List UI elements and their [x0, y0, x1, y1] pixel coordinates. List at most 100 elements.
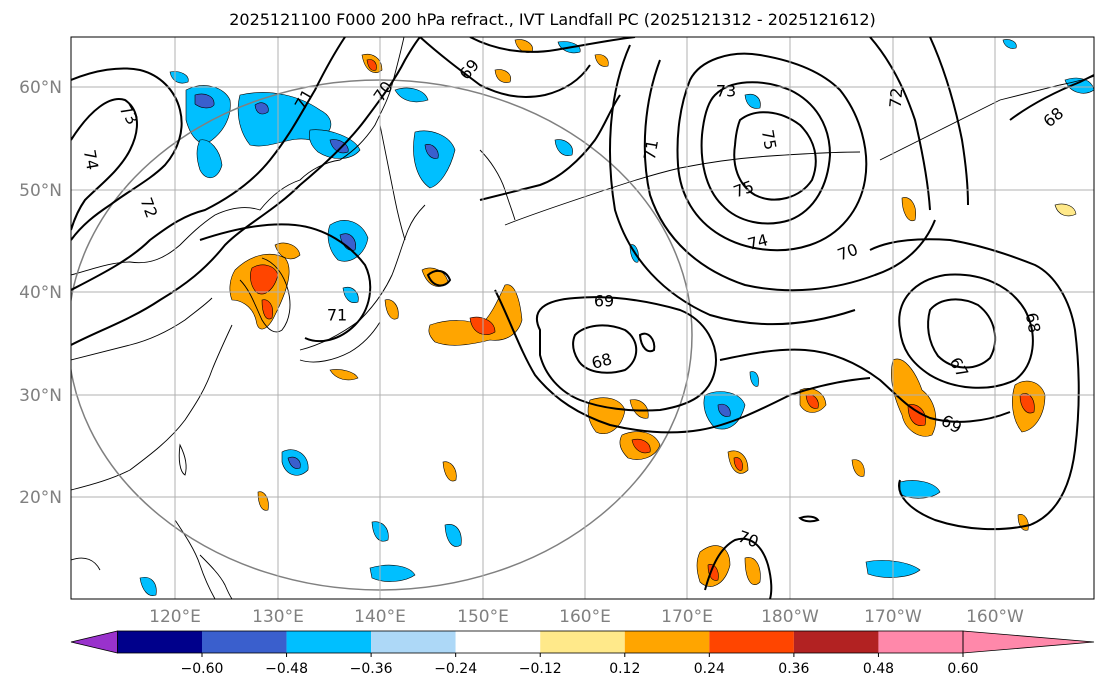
positive-patch — [494, 69, 511, 83]
contour-line — [494, 289, 871, 434]
philippines-coastline — [199, 554, 233, 599]
lon-label-130e: 130°E — [252, 607, 304, 627]
colorbar-tick-label: 0.60 — [947, 661, 978, 677]
map-title: 2025121100 F000 200 hPa refract., IVT La… — [229, 10, 876, 29]
lat-label-20n: 20°N — [19, 488, 62, 508]
contour-line — [719, 348, 1011, 423]
lon-label-180w: 180°W — [761, 607, 819, 627]
contour-line — [869, 37, 931, 211]
contour-line — [572, 324, 638, 374]
asia-coastline — [71, 324, 233, 491]
positive-patch — [329, 369, 359, 381]
contour-label: 74 — [80, 148, 102, 171]
lon-label-140e: 140°E — [354, 607, 406, 627]
japan-coastline — [299, 321, 381, 363]
contour-label: 68 — [1022, 311, 1044, 334]
contour-line — [704, 537, 773, 599]
colorbar-tick-label: −0.24 — [434, 661, 477, 677]
contour-line — [426, 269, 452, 287]
positive-patch — [366, 59, 377, 71]
colorbar-segment — [286, 631, 372, 653]
contour-label: 74 — [745, 230, 770, 254]
colorbar-segment — [624, 631, 710, 653]
contour-line — [479, 94, 621, 201]
lat-label-60n: 60°N — [19, 78, 62, 98]
taiwan-coastline — [178, 443, 187, 476]
negative-patch — [717, 403, 731, 417]
colorbar-tick-label: −0.48 — [265, 661, 308, 677]
colorbar-segment — [371, 631, 456, 653]
lat-label-50n: 50°N — [19, 181, 62, 201]
negative-patch — [413, 130, 456, 189]
contour-line — [676, 52, 868, 252]
contour-line — [469, 37, 636, 53]
contour-line — [869, 238, 1080, 531]
colorbar-segment — [878, 631, 963, 653]
colorbar-extend-low — [70, 630, 118, 654]
positive-patch — [384, 299, 399, 320]
contours — [71, 37, 1094, 599]
contour-label: 73 — [716, 82, 736, 101]
negative-patch — [424, 144, 439, 159]
gridlines — [71, 37, 1094, 599]
colorbar-tick-label: 0.48 — [863, 661, 894, 677]
positive-patch — [594, 54, 609, 67]
positive-patch — [442, 461, 457, 482]
positive-patch — [257, 491, 269, 511]
colorbar-segment — [455, 631, 541, 653]
colorbar-tick-label: −0.36 — [350, 661, 393, 677]
negative-patch — [1064, 77, 1094, 94]
colorbar-tick-label: 0.12 — [609, 661, 640, 677]
colorbar-tick-label: −0.12 — [519, 661, 562, 677]
colorbar-ticks: −0.60 −0.48 −0.36 −0.24 −0.12 0.12 0.24 0.36 0.4… — [181, 653, 979, 677]
colorbar-segment — [117, 631, 202, 653]
negative-patch — [194, 93, 215, 109]
colorbar-segment — [793, 631, 879, 653]
contour-line — [643, 59, 936, 292]
hainan-coastline — [71, 557, 101, 571]
lon-label-160e: 160°E — [559, 607, 611, 627]
colorbar-segments — [70, 630, 1095, 654]
colorbar-segment — [202, 631, 287, 653]
contour-line — [71, 98, 138, 231]
asia-coastline — [71, 297, 213, 361]
contour-line — [535, 296, 717, 412]
positive-patch — [250, 264, 279, 295]
positive-patch — [1019, 393, 1035, 414]
negative-patch — [444, 524, 462, 547]
contour-line — [71, 67, 183, 241]
negative-patch — [254, 102, 269, 115]
positive-patch — [907, 404, 926, 426]
positive-patch — [261, 299, 273, 320]
positive-patch — [733, 457, 743, 471]
contour-line — [1009, 74, 1094, 121]
lat-label-30n: 30°N — [19, 386, 62, 406]
colorbar-extend-high — [962, 630, 1095, 654]
contour-line — [798, 515, 820, 523]
negative-patch — [342, 287, 359, 303]
contour-label: 72 — [886, 87, 907, 109]
colorbar-segment — [540, 631, 625, 653]
contour-label: 69 — [594, 292, 614, 311]
colorbar-tick-label: 0.36 — [778, 661, 809, 677]
lon-label-170w: 170°W — [864, 607, 922, 627]
positive-patch — [1054, 203, 1077, 217]
lon-label-120e: 120°E — [149, 607, 201, 627]
contour-label: 75 — [758, 128, 780, 151]
contour-line — [929, 37, 969, 206]
positive-patch — [901, 197, 916, 222]
contour-line — [71, 37, 421, 346]
contour-line — [898, 273, 1034, 389]
negative-patch — [744, 93, 761, 109]
lon-label-160w: 160°W — [966, 607, 1024, 627]
negative-patch — [287, 456, 301, 469]
negative-patch — [139, 577, 157, 596]
contour-line — [609, 44, 856, 326]
contour-label: 71 — [327, 306, 347, 325]
longitude-labels: 120°E 130°E 140°E 150°E 160°E 170°E 180°… — [149, 607, 1024, 627]
positive-patch — [744, 557, 761, 586]
contour-line — [71, 37, 346, 291]
contour-label: 71 — [640, 138, 662, 161]
positive-patch — [851, 459, 865, 477]
